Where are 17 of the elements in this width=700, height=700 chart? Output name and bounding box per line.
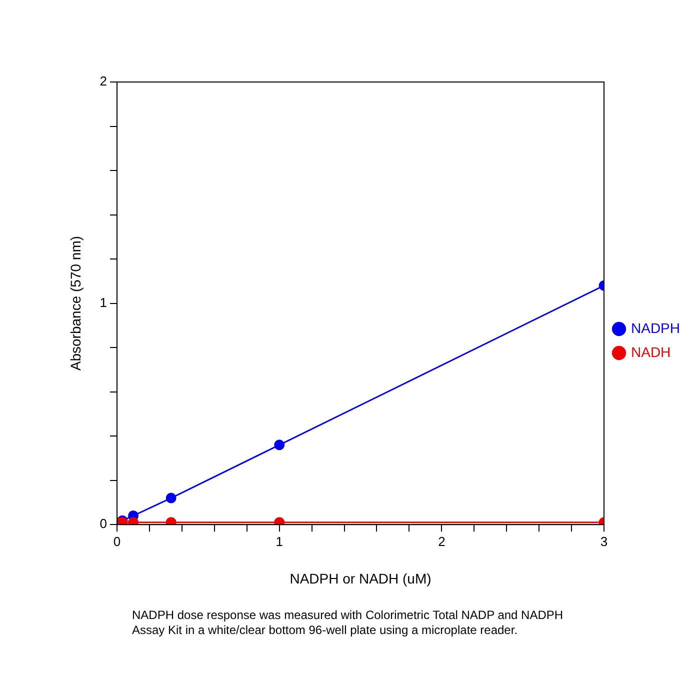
x-tick-label: 3 <box>600 534 608 549</box>
point <box>166 517 176 525</box>
x-tick-label: 0 <box>113 534 121 549</box>
legend-label: NADH <box>630 344 671 360</box>
x-axis-title: NADPH or NADH (uM) <box>290 570 432 586</box>
x-tick-label: 2 <box>438 534 446 549</box>
point <box>128 517 139 525</box>
x-tick-label: 1 <box>276 534 283 549</box>
point <box>166 492 176 504</box>
legend-label: NADPH <box>630 320 680 336</box>
y-axis-title: Absorbance (570 nm) <box>67 236 84 371</box>
text: NADPH dose response was measured with Colorimetric Total NADP and NADPH Assay Kit in a white/clear bottom 96-well plate using a microplate reader. <box>132 608 564 638</box>
y-tick-label: 2 <box>100 74 108 89</box>
y-tick-label: 0 <box>100 516 108 532</box>
point <box>274 440 285 450</box>
point <box>274 517 285 525</box>
y-tick-label: 1 <box>100 294 108 310</box>
